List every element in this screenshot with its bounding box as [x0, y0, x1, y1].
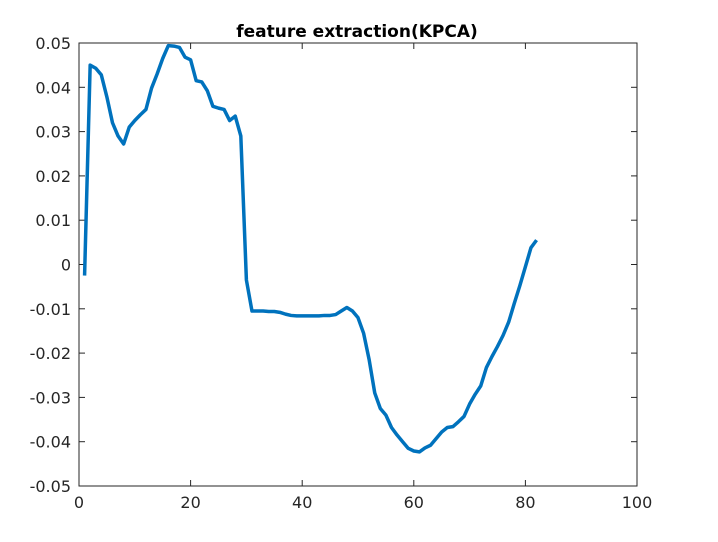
y-tick-label: 0.02 [35, 167, 71, 186]
y-tick-label: -0.04 [30, 433, 71, 452]
chart-title: feature extraction(KPCA) [236, 22, 478, 42]
y-tick-label: 0.05 [35, 34, 71, 53]
y-tick-label: 0.01 [35, 211, 71, 230]
y-tick-label: 0 [61, 256, 71, 275]
axes: 0 20 40 60 80 100 -0.05 -0.04 -0.03 -0.02 -0.01 0 0.… [30, 34, 653, 512]
y-tick-label: -0.03 [30, 388, 71, 407]
axes-box [78, 42, 638, 487]
y-tick-label: -0.01 [30, 300, 71, 319]
y-tick-label: 0.04 [35, 78, 71, 97]
x-tick-label: 40 [292, 493, 312, 512]
plot-area [82, 43, 538, 454]
y-tick-label: -0.02 [30, 344, 71, 363]
y-tick-label: 0.03 [35, 123, 71, 142]
y-tick-label: -0.05 [30, 477, 71, 496]
x-tick-label: 0 [74, 493, 84, 512]
series-line [82, 43, 538, 454]
x-tick-label: 100 [622, 493, 653, 512]
x-tick-label: 20 [180, 493, 200, 512]
x-tick-label: 60 [404, 493, 424, 512]
x-tick-label: 80 [515, 493, 535, 512]
